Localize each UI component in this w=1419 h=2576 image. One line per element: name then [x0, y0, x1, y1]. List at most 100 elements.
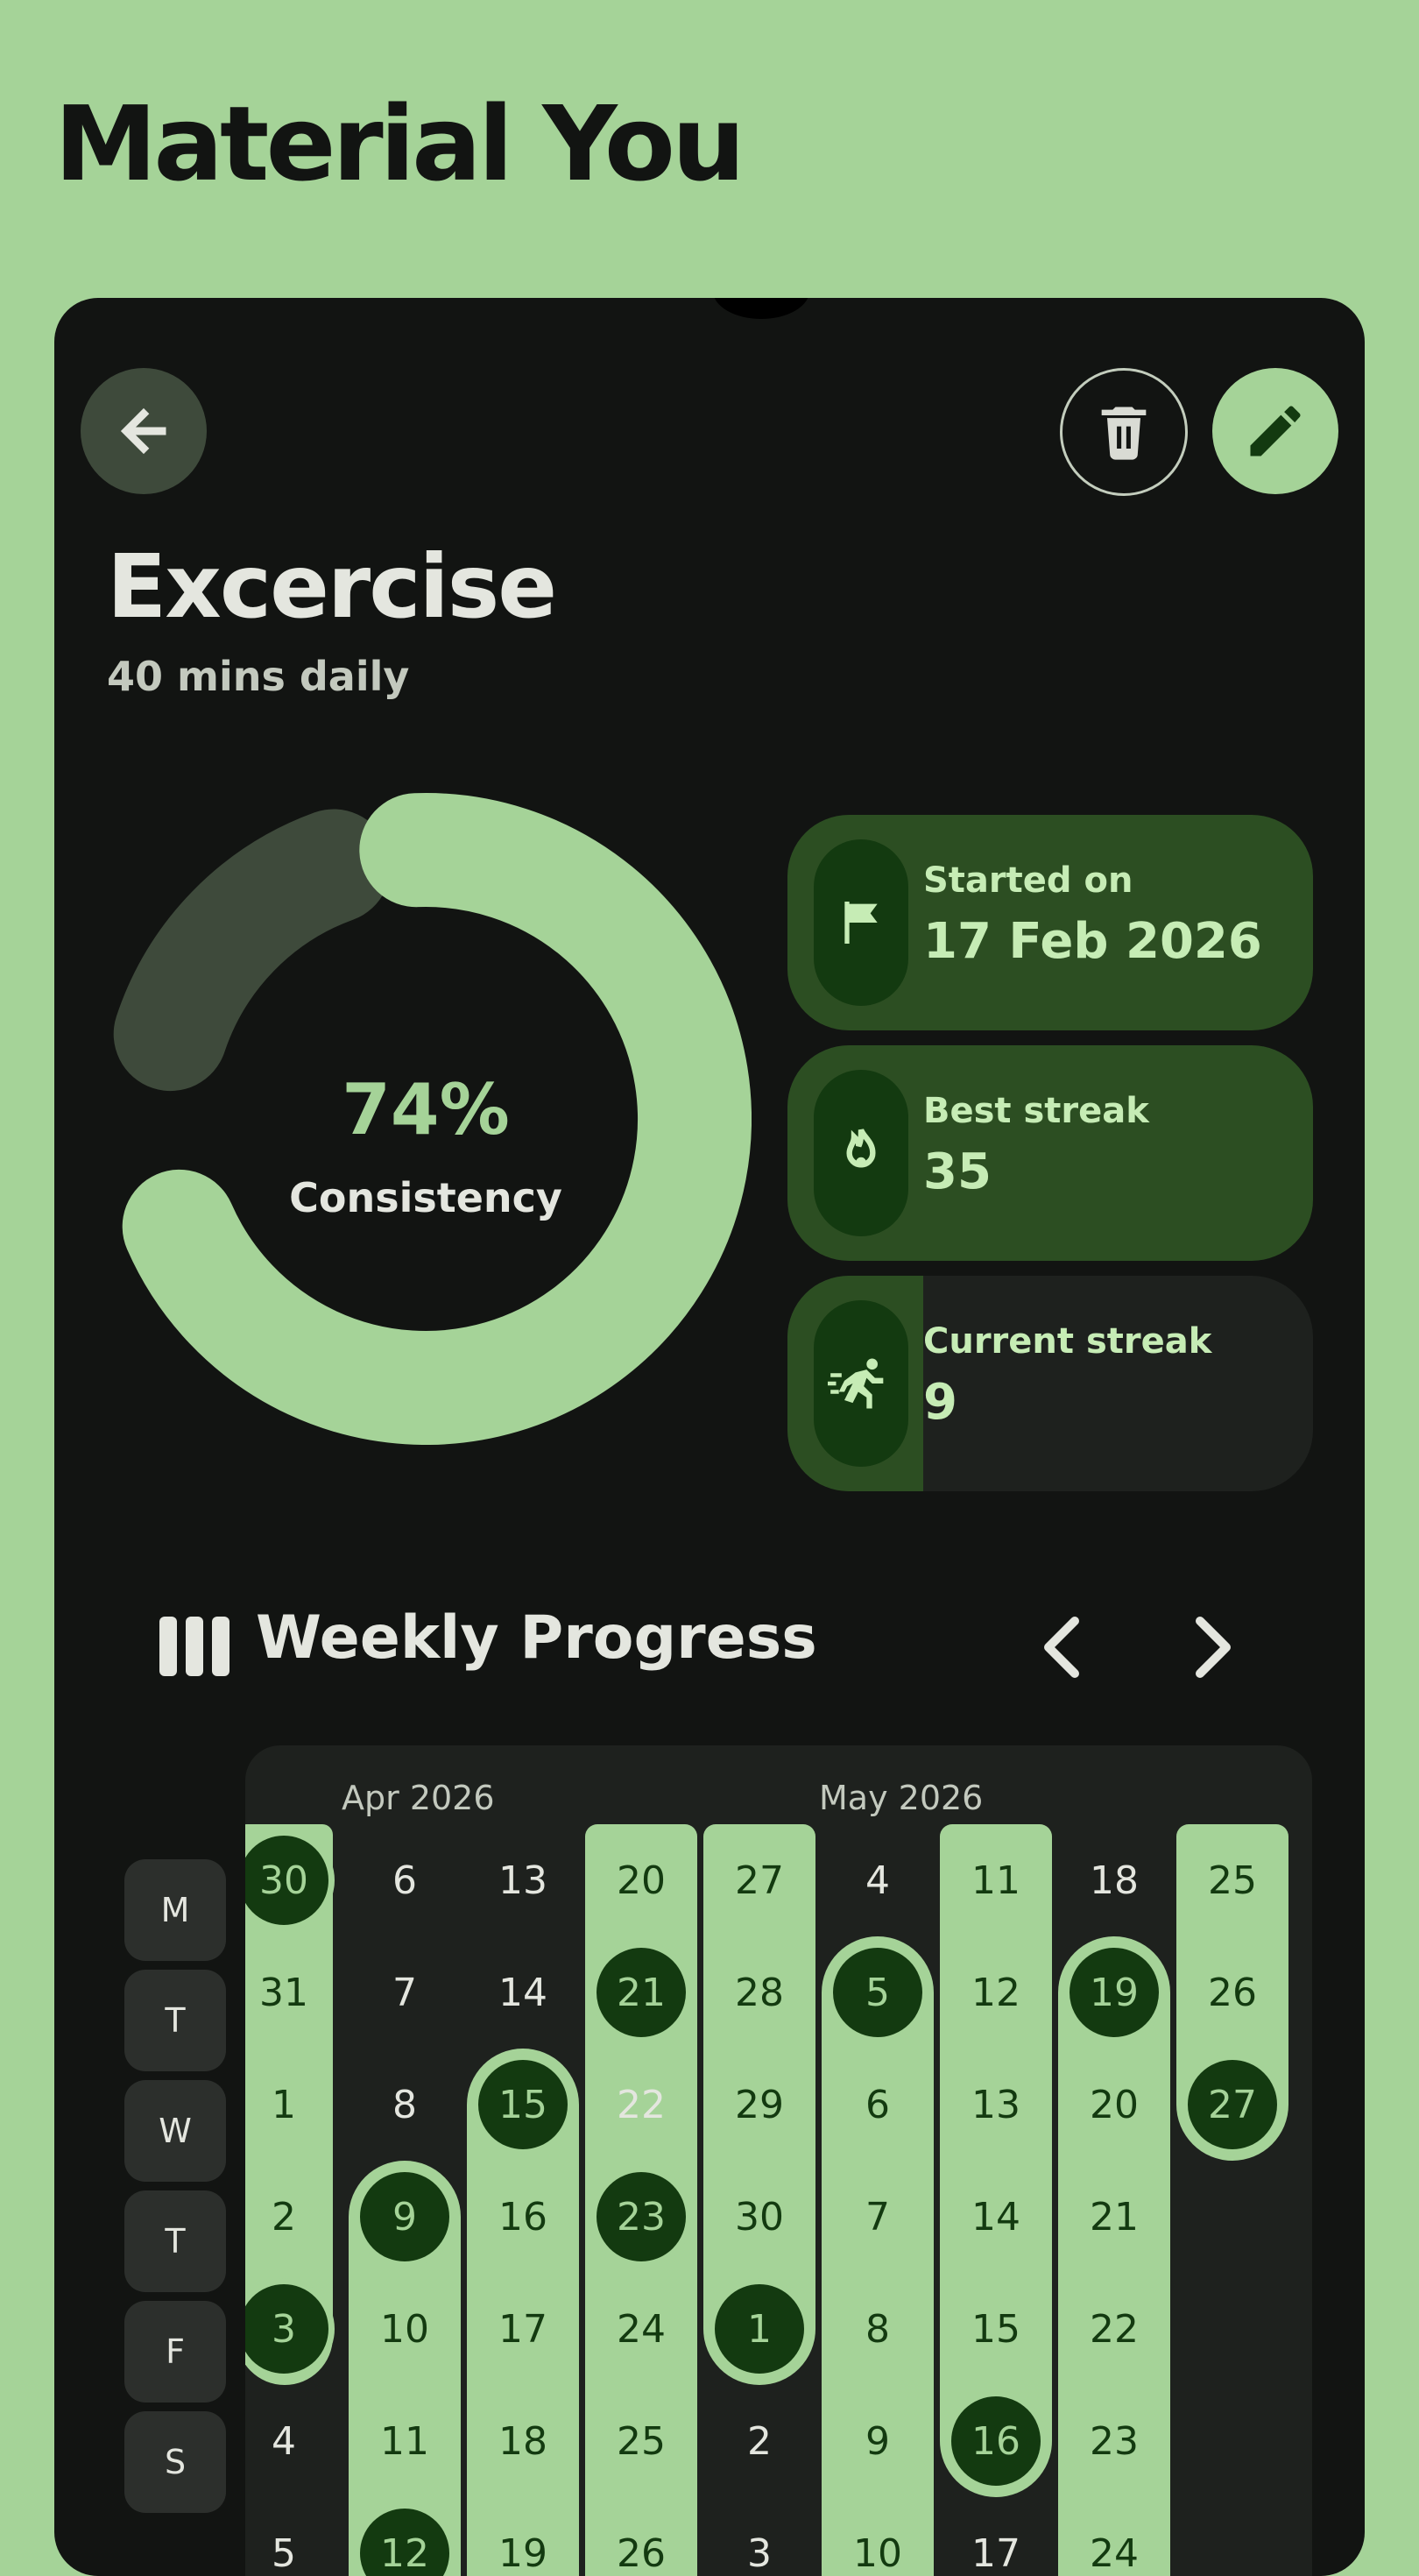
calendar-day[interactable]: 7	[822, 2161, 934, 2273]
calendar-day[interactable]: 10	[349, 2273, 461, 2385]
calendar-day[interactable]: 7	[349, 1936, 461, 2049]
weekday-1: T	[124, 1970, 226, 2071]
day-number: 23	[1090, 2418, 1139, 2464]
calendar-day[interactable]: 19	[1058, 1936, 1170, 2049]
calendar-day[interactable]: 12	[940, 1936, 1052, 2049]
day-number: 30	[259, 1858, 308, 1903]
day-number: 31	[259, 1970, 308, 2015]
completed-day-marker	[1182, 2054, 1283, 2155]
calendar-day[interactable]: 23	[1058, 2385, 1170, 2497]
stat-value: 35	[923, 1143, 992, 1200]
calendar-day[interactable]: 5	[245, 2497, 340, 2576]
calendar-day[interactable]: 9	[822, 2385, 934, 2497]
day-number: 30	[735, 2194, 784, 2240]
fire-icon-holder	[814, 1070, 908, 1236]
calendar-day[interactable]: 3	[703, 2497, 815, 2576]
day-number: 9	[392, 2194, 417, 2240]
chevron-left-icon	[1044, 1617, 1079, 1678]
calendar-day[interactable]: 5	[822, 1936, 934, 2049]
day-number: 14	[971, 2194, 1020, 2240]
calendar-day[interactable]: 25	[1176, 1824, 1288, 1936]
calendar-day[interactable]: 13	[940, 2049, 1052, 2161]
edit-button[interactable]	[1212, 368, 1338, 494]
calendar-day[interactable]: 9	[349, 2161, 461, 2273]
calendar-day[interactable]: 26	[1176, 1936, 1288, 2049]
consistency-progress	[122, 793, 752, 1445]
calendar-day[interactable]: 30	[245, 1824, 340, 1936]
calendar-day[interactable]: 11	[940, 1824, 1052, 1936]
calendar-day[interactable]: 27	[1176, 2049, 1288, 2161]
calendar-day[interactable]: 10	[822, 2497, 934, 2576]
calendar-day[interactable]: 12	[349, 2497, 461, 2576]
calendar-day[interactable]: 14	[467, 1936, 579, 2049]
flag-icon-holder	[814, 839, 908, 1006]
calendar-day[interactable]: 4	[822, 1824, 934, 1936]
calendar-day[interactable]: 16	[940, 2385, 1052, 2497]
calendar-day[interactable]: 20	[585, 1824, 697, 1936]
day-number: 11	[971, 1858, 1020, 1903]
calendar-day[interactable]: 17	[467, 2273, 579, 2385]
back-button[interactable]	[81, 368, 207, 494]
calendar-day[interactable]: 16	[467, 2161, 579, 2273]
calendar-day[interactable]: 15	[467, 2049, 579, 2161]
calendar-day[interactable]: 21	[585, 1936, 697, 2049]
calendar-day[interactable]: 19	[467, 2497, 579, 2576]
day-number: 3	[272, 2306, 296, 2352]
day-number: 3	[747, 2530, 772, 2576]
calendar-day[interactable]: 3	[245, 2273, 340, 2385]
calendar-day[interactable]: 31	[245, 1936, 340, 2049]
calendar-day[interactable]: 1	[245, 2049, 340, 2161]
calendar-day[interactable]: 30	[703, 2161, 815, 2273]
stat-label: Started on	[923, 860, 1133, 901]
calendar-day[interactable]: 8	[349, 2049, 461, 2161]
calendar-day[interactable]: 26	[585, 2497, 697, 2576]
calendar-day[interactable]: 22	[585, 2049, 697, 2161]
day-number: 21	[1090, 2194, 1139, 2240]
calendar-day[interactable]: 24	[585, 2273, 697, 2385]
day-number: 19	[1090, 1970, 1139, 2015]
day-number: 20	[617, 1858, 666, 1903]
calendar-day[interactable]: 18	[1058, 1824, 1170, 1936]
trash-icon	[1101, 407, 1147, 460]
calendar-day[interactable]: 22	[1058, 2273, 1170, 2385]
calendar-day[interactable]: 2	[245, 2161, 340, 2273]
day-number: 15	[498, 2082, 547, 2127]
calendar-day[interactable]: 28	[703, 1936, 815, 2049]
calendar-day[interactable]: 20	[1058, 2049, 1170, 2161]
calendar-day[interactable]: 27	[703, 1824, 815, 1936]
calendar-day[interactable]: 6	[822, 2049, 934, 2161]
day-number: 4	[272, 2418, 296, 2464]
day-number: 25	[617, 2418, 666, 2464]
completed-day-marker	[590, 2166, 692, 2268]
day-number: 16	[971, 2418, 1020, 2464]
running-icon	[828, 1358, 884, 1409]
calendar-day[interactable]: 13	[467, 1824, 579, 1936]
calendar-day[interactable]: 4	[245, 2385, 340, 2497]
habit-title: Excercise	[107, 535, 557, 638]
delete-button[interactable]	[1060, 368, 1188, 496]
calendar-day[interactable]: 6	[349, 1824, 461, 1936]
calendar-day[interactable]: 11	[349, 2385, 461, 2497]
calendar-day[interactable]: 18	[467, 2385, 579, 2497]
day-number: 8	[865, 2306, 890, 2352]
calendar-day[interactable]: 8	[822, 2273, 934, 2385]
weekday-2: W	[124, 2080, 226, 2182]
calendar-day[interactable]: 2	[703, 2385, 815, 2497]
calendar-day[interactable]: 23	[585, 2161, 697, 2273]
calendar-day[interactable]: 1	[703, 2273, 815, 2385]
previous-week-button[interactable]	[1027, 1603, 1097, 1691]
calendar-day[interactable]: 24	[1058, 2497, 1170, 2576]
day-number: 7	[392, 1970, 417, 2015]
flag-icon	[844, 902, 878, 944]
calendar-day[interactable]: 25	[585, 2385, 697, 2497]
day-number: 18	[1090, 1858, 1139, 1903]
calendar-day[interactable]: 14	[940, 2161, 1052, 2273]
week-strip	[940, 1824, 1052, 2497]
calendar-day[interactable]: 21	[1058, 2161, 1170, 2273]
calendar-day[interactable]: 15	[940, 2273, 1052, 2385]
next-week-button[interactable]	[1178, 1603, 1248, 1691]
calendar-day[interactable]: 29	[703, 2049, 815, 2161]
completed-day-marker	[945, 2390, 1047, 2492]
calendar-day[interactable]: 17	[940, 2497, 1052, 2576]
running-icon-holder	[814, 1300, 908, 1467]
